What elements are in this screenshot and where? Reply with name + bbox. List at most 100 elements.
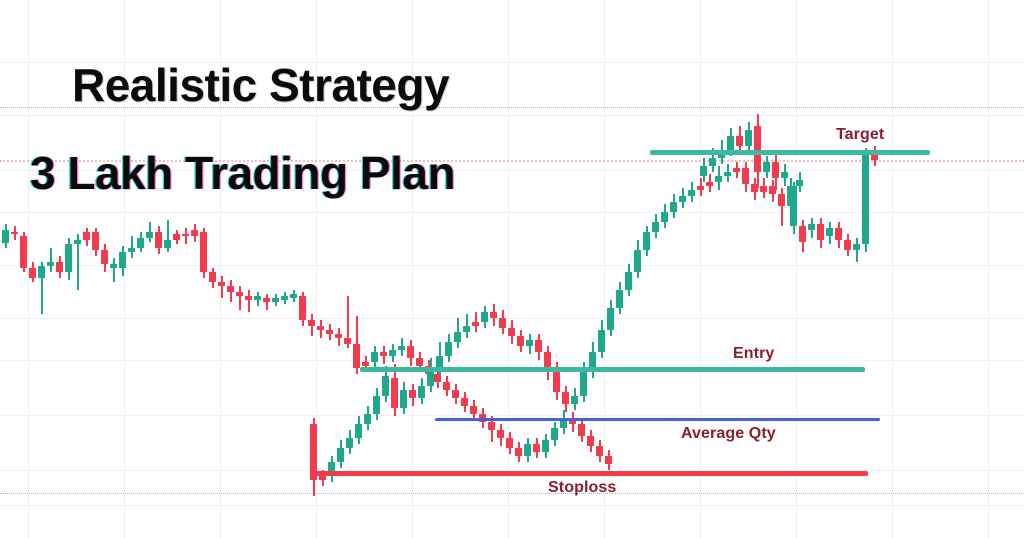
candlestick [542,0,549,538]
gridline-vertical [412,0,413,538]
strategy-line-average_qty [435,417,880,421]
candlestick [299,0,306,538]
candlestick [736,0,743,538]
candlestick-body [20,236,27,268]
candlestick-body [371,352,378,362]
candlestick [772,0,779,538]
candlestick-body [634,250,641,272]
candlestick [263,0,270,538]
candlestick [596,0,603,538]
candlestick-body [799,226,806,242]
candlestick [335,0,342,538]
candlestick [56,0,63,538]
candlestick [218,0,225,538]
candlestick-body [578,424,585,436]
candlestick-body [92,232,99,250]
candlestick-body [200,232,207,272]
candlestick-body [580,372,587,396]
gridline-horizontal [0,115,1024,116]
candlestick-wick [220,276,223,298]
candlestick-body [724,172,731,176]
strategy-line-target [650,149,930,155]
candlestick-body [398,346,405,350]
candlestick-body [817,224,824,240]
candlestick [799,0,806,538]
candlestick [29,0,36,538]
candlestick [709,0,716,538]
candlestick-body [562,392,569,404]
candlestick-wick [247,290,250,312]
candlestick [625,0,632,538]
candlestick [155,0,162,538]
candlestick-body [754,126,761,172]
candlestick [47,0,54,538]
candlestick-body [535,340,542,352]
candlestick-body [281,296,288,300]
page-title-line1: Realistic Strategy [72,59,450,111]
candlestick [146,0,153,538]
candlestick [481,0,488,538]
candlestick-wick [112,258,115,282]
candlestick-body [407,346,414,358]
candlestick-body [526,340,533,346]
candlestick [796,0,803,538]
candlestick [727,0,734,538]
candlestick-body [263,298,270,302]
strategy-line-stoploss [313,470,868,476]
candlestick [706,0,713,538]
candlestick [544,0,551,538]
gridline-vertical [220,0,221,538]
candlestick-body [236,292,243,296]
candlestick-body [452,390,459,398]
candlestick-body [400,390,407,408]
candlestick-wick [40,262,43,314]
candlestick [508,0,515,538]
candlestick [470,0,477,538]
candlestick [74,0,81,538]
candlestick-body [308,320,315,326]
candlestick-body [364,414,371,424]
candlestick [317,0,324,538]
candlestick-body [299,296,306,320]
candlestick-body [346,438,353,448]
candlestick-body [715,176,722,182]
candlestick-body [373,396,380,414]
candlestick [463,0,470,538]
candlestick-body [227,286,234,292]
candlestick-body [688,190,695,196]
candlestick-body [553,368,560,392]
candlestick-body [652,222,659,232]
candlestick [643,0,650,538]
candlestick-body [844,240,851,250]
candlestick-body [29,268,36,278]
candlestick [853,0,860,538]
candlestick-body [763,162,770,172]
candlestick-body [778,194,785,206]
candlestick-body [607,308,614,330]
candlestick-body [182,234,189,236]
candlestick-body [661,212,668,222]
candlestick [506,0,513,538]
strategy-label-target: Target [836,126,885,143]
candlestick [569,0,576,538]
gridline-dotted [0,493,1024,494]
candlestick-body [254,296,261,300]
candlestick [533,0,540,538]
gridline-vertical [316,0,317,538]
candlestick [164,0,171,538]
gridline-vertical [796,0,797,538]
candlestick [742,0,749,538]
candlestick-body [335,334,342,338]
candlestick-body [191,230,198,236]
candlestick [652,0,659,538]
candlestick-body [380,352,387,356]
candlestick [272,0,279,538]
candlestick-body [643,232,650,250]
candlestick-body [569,418,576,424]
candlestick [452,0,459,538]
candlestick-body [697,186,704,190]
candlestick [535,0,542,538]
strategy-label-average_qty: Average Qty [681,425,776,442]
candlestick-body [853,244,860,250]
candlestick-body [616,290,623,308]
